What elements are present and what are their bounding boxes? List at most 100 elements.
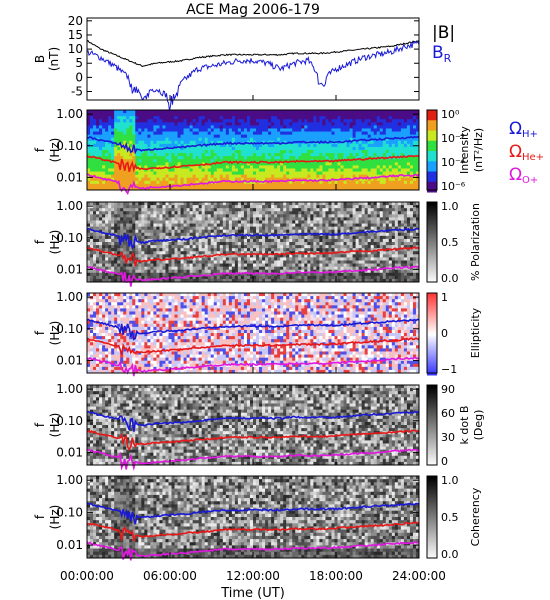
- heatmap-cell: [216, 168, 221, 172]
- heatmap-cell: [114, 245, 118, 249]
- heatmap-cell: [265, 177, 269, 182]
- heatmap-cell: [307, 171, 311, 176]
- heatmap-cell: [358, 143, 363, 148]
- heatmap-cell: [289, 113, 293, 117]
- heatmap-cell: [343, 140, 347, 145]
- heatmap-cell: [150, 150, 154, 154]
- heatmap-cell: [180, 128, 184, 132]
- heatmap-cell: [286, 238, 290, 243]
- heatmap-cell: [105, 278, 109, 283]
- heatmap-cell: [120, 242, 124, 246]
- heatmap-cell: [225, 156, 230, 160]
- heatmap-cell: [325, 131, 329, 136]
- heatmap-cell: [316, 174, 320, 179]
- heatmap-cell: [210, 223, 215, 228]
- heatmap-cell: [349, 128, 353, 132]
- heatmap-cell: [262, 205, 266, 209]
- heatmap-cell: [304, 214, 308, 218]
- heatmap-cell: [228, 125, 233, 129]
- heatmap-cell: [231, 211, 236, 215]
- heatmap-cell: [171, 177, 175, 182]
- heatmap-cell: [120, 226, 124, 231]
- heatmap-cell: [219, 260, 224, 264]
- heatmap-cell: [367, 140, 372, 145]
- heatmap-cell: [216, 134, 221, 139]
- heatmap-cell: [301, 143, 305, 148]
- heatmap-cell: [370, 171, 375, 176]
- heatmap-cell: [286, 183, 290, 188]
- heatmap-cell: [114, 238, 118, 243]
- heatmap-cell: [135, 272, 139, 277]
- heatmap-cell: [289, 223, 293, 228]
- heatmap-cell: [168, 220, 172, 224]
- heatmap-cell: [231, 214, 236, 218]
- heatmap-cell: [207, 260, 212, 264]
- heatmap-cell: [144, 232, 148, 237]
- heatmap-cell: [120, 183, 124, 188]
- heatmap-cell: [268, 223, 272, 228]
- heatmap-cell: [105, 168, 109, 172]
- heatmap-cell: [243, 202, 248, 206]
- heatmap-cell: [141, 162, 145, 166]
- heatmap-cell: [207, 205, 212, 209]
- heatmap-cell: [102, 229, 106, 234]
- heatmap-cell: [219, 180, 224, 185]
- heatmap-cell: [156, 156, 160, 160]
- heatmap-cell: [216, 113, 221, 117]
- heatmap-cell: [355, 122, 360, 126]
- heatmap-cell: [307, 119, 311, 123]
- heatmap-cell: [168, 131, 172, 136]
- heatmap-cell: [126, 226, 130, 231]
- heatmap-cell: [237, 266, 242, 271]
- heatmap-cell: [99, 272, 103, 277]
- colorbar-step: [427, 181, 437, 185]
- heatmap-cell: [283, 238, 287, 243]
- heatmap-cell: [210, 229, 215, 234]
- heatmap-cell: [147, 217, 151, 221]
- heatmap-cell: [123, 263, 127, 268]
- heatmap-cell: [295, 208, 299, 212]
- heatmap-cell: [316, 186, 320, 191]
- heatmap-cell: [358, 162, 363, 166]
- heatmap-cell: [304, 269, 308, 274]
- heatmap-cell: [337, 137, 341, 142]
- heatmap-cell: [99, 226, 103, 231]
- heatmap-cell: [159, 159, 163, 163]
- heatmap-cell: [286, 220, 290, 224]
- heatmap-cell: [198, 128, 203, 132]
- heatmap-cell: [111, 113, 115, 117]
- heatmap-cell: [298, 205, 302, 209]
- heatmap-cell: [192, 125, 197, 129]
- heatmap-cell: [213, 165, 218, 169]
- heatmap-cell: [268, 128, 272, 132]
- heatmap-cell: [105, 159, 109, 163]
- heatmap-cell: [219, 153, 224, 157]
- heatmap-cell: [228, 229, 233, 234]
- heatmap-cell: [141, 116, 145, 120]
- heatmap-cell: [400, 113, 405, 117]
- heatmap-cell: [198, 275, 203, 280]
- heatmap-cell: [141, 260, 145, 264]
- heatmap-cell: [391, 128, 396, 132]
- heatmap-cell: [256, 242, 260, 246]
- heatmap-cell: [225, 238, 230, 243]
- heatmap-cell: [361, 119, 366, 123]
- heatmap-cell: [183, 217, 187, 221]
- heatmap-cell: [256, 223, 260, 228]
- heatmap-cell: [277, 202, 281, 206]
- heatmap-cell: [253, 165, 257, 169]
- heatmap-cell: [87, 150, 91, 154]
- heatmap-cell: [322, 211, 326, 215]
- heatmap-cell: [394, 131, 399, 136]
- heatmap-cell: [355, 140, 360, 145]
- heatmap-cell: [219, 143, 224, 148]
- heatmap-cell: [135, 137, 139, 142]
- heatmap-cell: [304, 278, 308, 283]
- heatmap-cell: [162, 229, 166, 234]
- heatmap-cell: [177, 122, 181, 126]
- heatmap-cell: [198, 183, 203, 188]
- heatmap-cell: [99, 275, 103, 280]
- heatmap-cell: [313, 226, 317, 231]
- heatmap-cell: [117, 266, 121, 271]
- heatmap-cell: [228, 238, 233, 243]
